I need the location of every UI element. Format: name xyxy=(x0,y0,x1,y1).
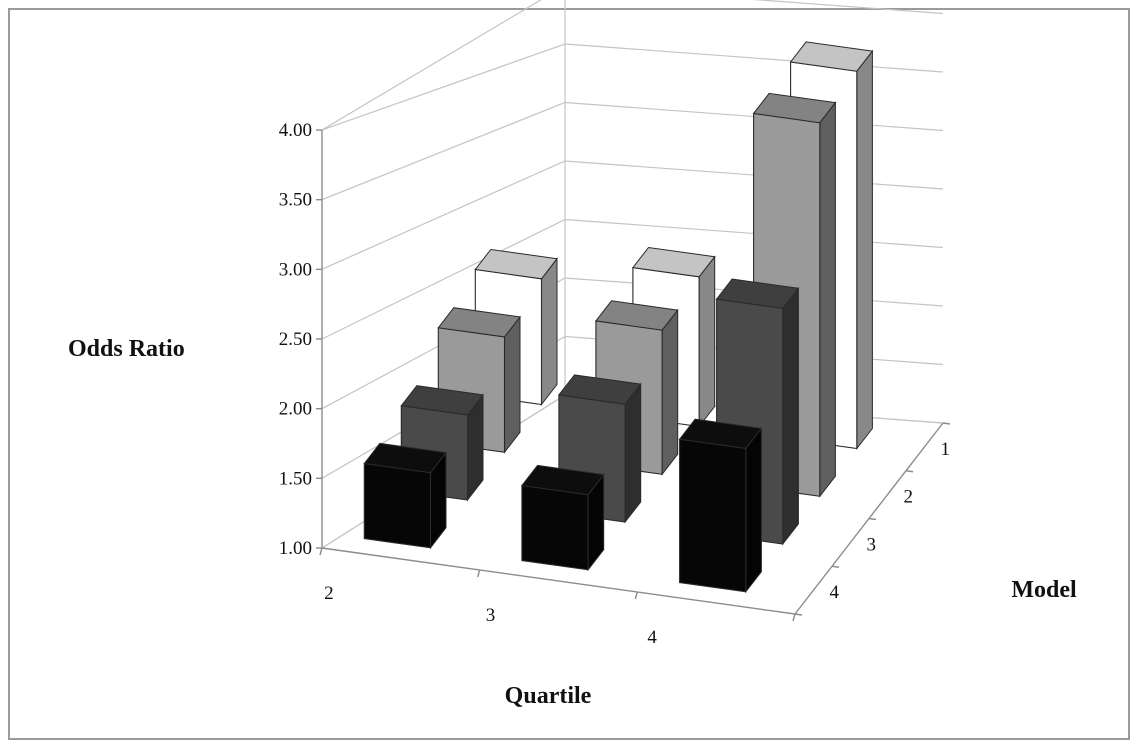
bar-front-face xyxy=(679,438,747,593)
y-tick-label: 4.00 xyxy=(279,120,312,141)
x-tick-mark xyxy=(634,591,639,600)
label-layer: 1.00 1.50 2.00 2.50 3.00 3.50 4.00 2 3 4 1 2 3 4 xyxy=(279,120,950,648)
bar-side-face xyxy=(745,426,762,594)
x-axis-title: Quartile xyxy=(505,683,592,709)
z-tick-mark xyxy=(868,517,877,521)
bar-side-face xyxy=(504,315,521,454)
y-tick-label: 2.50 xyxy=(279,329,312,350)
x-tick-label: 2 xyxy=(324,583,334,604)
bar-side-face xyxy=(624,382,642,524)
bar-top-face xyxy=(631,246,716,278)
bar-top-face xyxy=(400,385,484,416)
z-tick-label: 2 xyxy=(904,487,914,508)
z-tick-label: 4 xyxy=(830,582,840,603)
x-tick-mark xyxy=(792,613,796,622)
bar-front-face xyxy=(363,462,432,549)
y-tick-label: 3.00 xyxy=(279,259,312,280)
z-tick-mark xyxy=(794,613,803,616)
x-axis-line xyxy=(321,547,796,615)
y-tick-label: 1.50 xyxy=(279,468,312,489)
bar-top-face xyxy=(678,418,763,449)
bar-top-face xyxy=(557,374,642,405)
y-axis-title: Odds Ratio xyxy=(68,336,185,362)
bar-side-face xyxy=(856,49,873,450)
bar-layer xyxy=(363,41,874,594)
bar-front-face xyxy=(521,484,589,571)
bar-top-face xyxy=(752,92,837,124)
z-axis-title: Model xyxy=(1011,577,1077,603)
y-tick-label: 1.00 xyxy=(279,538,312,559)
bar-top-face xyxy=(594,300,679,331)
bar-side-face xyxy=(698,255,716,428)
bar-top-face xyxy=(437,307,521,338)
z-tick-mark xyxy=(831,565,840,568)
bar-top-face xyxy=(789,41,874,72)
x-tick-mark xyxy=(476,569,481,578)
bar xyxy=(520,464,605,572)
x-tick-label: 3 xyxy=(486,605,496,626)
z-tick-mark xyxy=(942,422,951,425)
bar xyxy=(363,442,447,550)
x-tick-mark xyxy=(319,547,323,556)
bar-side-face xyxy=(819,101,836,498)
z-tick-label: 3 xyxy=(867,534,877,555)
y-tick-label: 3.50 xyxy=(279,190,312,211)
z-tick-label: 1 xyxy=(941,439,951,460)
bar-top-face xyxy=(363,442,447,474)
bar-top-face xyxy=(474,248,558,280)
y-tick-label: 2.00 xyxy=(279,399,312,420)
bar-side-face xyxy=(782,286,799,546)
z-tick-mark xyxy=(905,470,914,473)
bar xyxy=(678,418,763,594)
x-tick-label: 4 xyxy=(647,627,657,648)
bar-side-face xyxy=(661,308,679,476)
bar-top-face xyxy=(715,278,800,309)
gridline xyxy=(321,0,944,131)
bar-side-face xyxy=(541,257,558,406)
bar-top-face xyxy=(520,464,605,496)
